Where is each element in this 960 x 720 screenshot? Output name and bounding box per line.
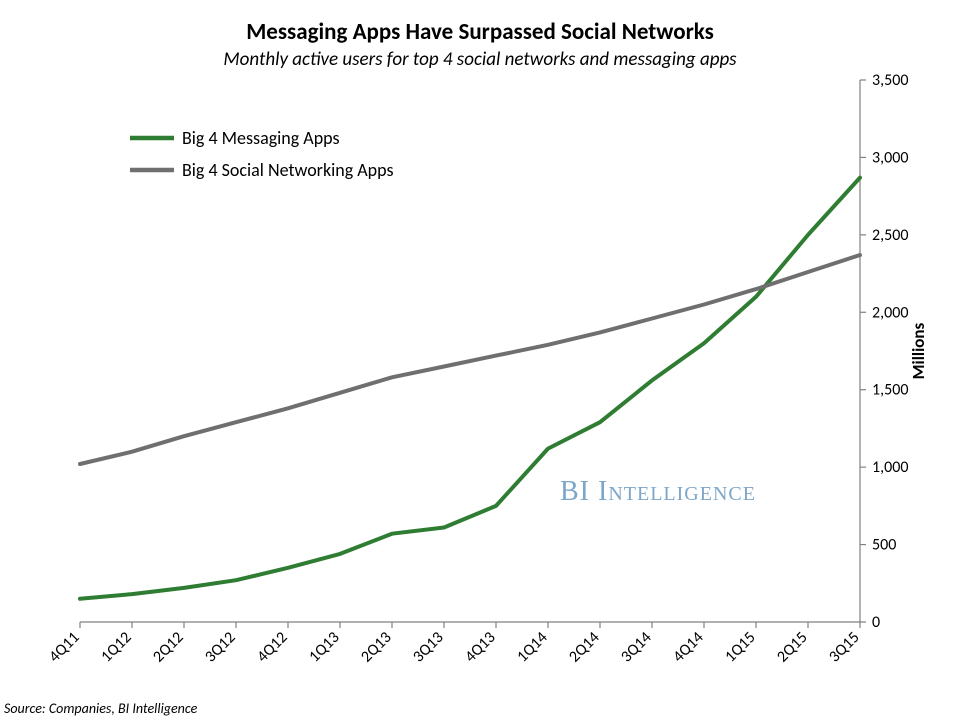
line-chart: Messaging Apps Have Surpassed Social Net…: [0, 0, 960, 720]
x-tick-label: 2Q12: [149, 628, 187, 666]
x-tick-label: 4Q14: [669, 628, 707, 666]
y-tick-label: 1,500: [872, 381, 908, 400]
legend-label-messaging: Big 4 Messaging Apps: [182, 127, 340, 149]
x-tick-label: 4Q13: [461, 628, 499, 666]
watermark: BI INTELLIGENCE: [560, 476, 756, 507]
x-tick-label: 1Q12: [97, 628, 135, 666]
x-tick-label: 2Q14: [565, 628, 603, 666]
y-tick-label: 1,000: [872, 458, 908, 477]
y-tick-label: 3,000: [872, 148, 908, 167]
x-tick-label: 1Q15: [721, 628, 759, 666]
series-social: [80, 255, 860, 464]
x-tick-label: 3Q15: [825, 628, 863, 666]
chart-svg: 4Q11 1Q12 2Q12 3Q12 4Q12 1Q13 2Q13 3Q13 4Q13 1Q14…: [0, 0, 960, 720]
x-tick-label: 3Q14: [617, 628, 655, 666]
y-tick-label: 2,500: [872, 226, 908, 245]
x-tick-label: 4Q11: [45, 628, 83, 666]
x-tick-label: 4Q12: [253, 628, 291, 666]
x-tick-label: 2Q15: [773, 628, 811, 666]
x-tick-label: 1Q13: [305, 628, 343, 666]
source-text: Source: Companies, BI Intelligence: [4, 700, 197, 717]
y-axis-title: Millions: [908, 322, 929, 379]
series-messaging: [80, 178, 860, 599]
y-tick-label: 0: [872, 613, 880, 632]
y-tick-label: 3,500: [872, 71, 908, 90]
x-tick-label: 3Q13: [409, 628, 447, 666]
x-tick-label: 3Q12: [201, 628, 239, 666]
y-tick-label: 2,000: [872, 303, 908, 322]
y-tick-label: 500: [872, 536, 896, 555]
x-tick-label: 2Q13: [357, 628, 395, 666]
x-tick-label: 1Q14: [513, 628, 551, 666]
legend-label-social: Big 4 Social Networking Apps: [182, 159, 394, 181]
